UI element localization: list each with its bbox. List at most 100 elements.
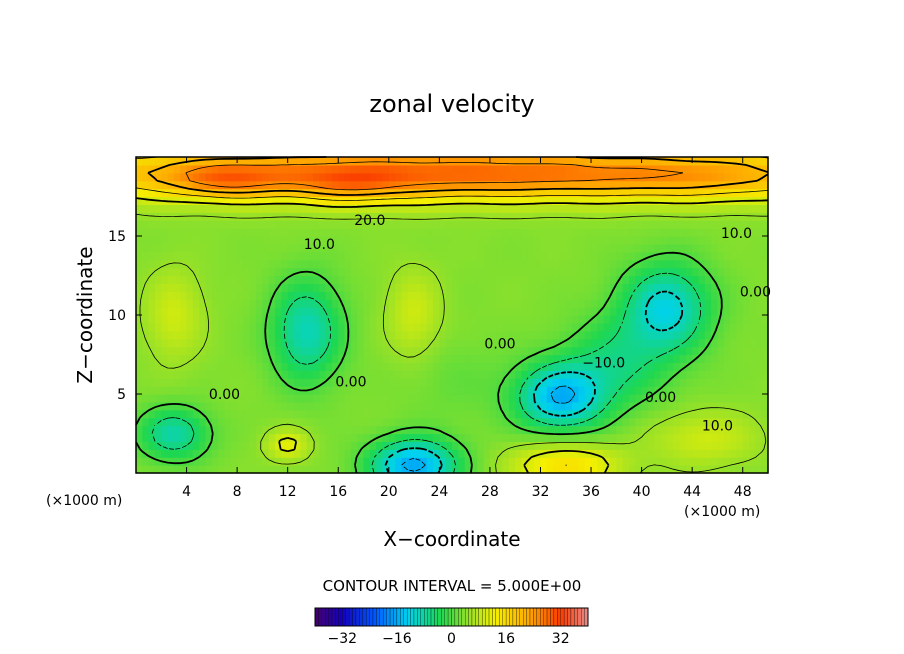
heatmap-cell: [420, 362, 428, 371]
heatmap-cell: [679, 228, 687, 237]
heatmap-cell: [508, 394, 516, 403]
heatmap-cell: [515, 228, 523, 237]
heatmap-cell: [350, 283, 358, 292]
heatmap-cell: [249, 386, 257, 395]
heatmap-cell: [136, 409, 143, 419]
heatmap-cell: [559, 180, 567, 190]
heatmap-cell: [591, 291, 598, 300]
heatmap-cell: [281, 259, 289, 269]
heatmap-cell: [534, 299, 542, 308]
heatmap-cell: [635, 188, 643, 198]
heatmap-cell: [218, 354, 226, 363]
heatmap-cell: [439, 259, 447, 269]
heatmap-cell: [673, 394, 681, 403]
heatmap-cell: [173, 394, 181, 403]
heatmap-cell: [730, 401, 737, 411]
heatmap-cell: [294, 354, 301, 363]
heatmap-cell: [420, 370, 428, 379]
heatmap-cell: [521, 386, 529, 395]
heatmap-cell: [704, 370, 712, 379]
heatmap-cell: [439, 212, 447, 221]
heatmap-cell: [502, 157, 510, 166]
heatmap-cell: [711, 346, 719, 356]
heatmap-cell: [704, 433, 712, 442]
heatmap-cell: [749, 409, 756, 419]
heatmap-cell: [136, 457, 143, 466]
heatmap-cell: [666, 330, 674, 340]
heatmap-cell: [369, 378, 377, 387]
heatmap-cell: [477, 441, 485, 450]
heatmap-cell: [704, 362, 712, 371]
heatmap-cell: [312, 228, 320, 237]
heatmap-cell: [464, 259, 472, 269]
heatmap-cell: [376, 409, 384, 419]
heatmap-cell: [458, 315, 466, 324]
heatmap-cell: [401, 370, 409, 379]
heatmap-cell: [559, 283, 567, 292]
heatmap-cell: [148, 457, 156, 466]
heatmap-cell: [148, 180, 156, 190]
heatmap-cell: [154, 449, 162, 458]
heatmap-cell: [654, 457, 662, 466]
heatmap-cell: [654, 465, 662, 474]
heatmap-cell: [610, 267, 617, 277]
heatmap-cell: [483, 370, 491, 379]
heatmap-cell: [591, 228, 598, 237]
heatmap-cell: [211, 354, 219, 363]
heatmap-cell: [603, 283, 611, 292]
heatmap-cell: [704, 409, 712, 419]
heatmap-cell: [281, 172, 289, 182]
heatmap-cell: [148, 401, 156, 411]
heatmap-cell: [502, 236, 510, 245]
heatmap-cell: [363, 322, 371, 332]
heatmap-cell: [489, 228, 497, 237]
heatmap-cell: [546, 236, 554, 245]
heatmap-cell: [306, 449, 314, 458]
heatmap-cell: [363, 212, 371, 221]
heatmap-cell: [496, 188, 504, 198]
heatmap-cell: [742, 267, 750, 277]
heatmap-cell: [654, 180, 662, 190]
heatmap-cell: [300, 188, 308, 198]
heatmap-cell: [565, 394, 573, 403]
heatmap-cell: [597, 228, 605, 237]
heatmap-cell: [628, 267, 636, 277]
heatmap-cell: [730, 204, 737, 213]
heatmap-cell: [698, 236, 706, 245]
heatmap-cell: [508, 362, 516, 371]
heatmap-cell: [597, 315, 605, 324]
heatmap-cell: [534, 449, 542, 458]
heatmap-cell: [205, 433, 213, 442]
heatmap-cell: [717, 362, 725, 371]
heatmap-cell: [205, 228, 213, 237]
heatmap-cell: [666, 291, 674, 300]
heatmap-cell: [597, 220, 605, 229]
heatmap-cell: [281, 417, 289, 427]
heatmap-cell: [489, 236, 497, 245]
heatmap-cell: [287, 378, 295, 387]
heatmap-cell: [641, 291, 649, 300]
heatmap-cell: [312, 354, 320, 363]
heatmap-cell: [136, 180, 143, 190]
heatmap-cell: [679, 370, 687, 379]
heatmap-cell: [382, 236, 390, 245]
heatmap-cell: [515, 322, 523, 332]
heatmap-cell: [761, 275, 769, 284]
heatmap-cell: [369, 267, 377, 277]
heatmap-cell: [262, 204, 270, 213]
heatmap-cell: [376, 315, 384, 324]
heatmap-cell: [647, 354, 655, 363]
heatmap-cell: [167, 204, 175, 213]
heatmap-cell: [230, 251, 238, 261]
heatmap-cell: [148, 291, 156, 300]
heatmap-cell: [331, 425, 339, 435]
heatmap-cell: [344, 220, 352, 229]
heatmap-cell: [483, 409, 491, 419]
heatmap-cell: [211, 180, 219, 190]
heatmap-cell: [717, 212, 725, 221]
heatmap-cell: [470, 212, 478, 221]
heatmap-cell: [679, 378, 687, 387]
heatmap-cell: [205, 370, 213, 379]
heatmap-cell: [142, 346, 150, 356]
heatmap-cell: [622, 196, 630, 205]
